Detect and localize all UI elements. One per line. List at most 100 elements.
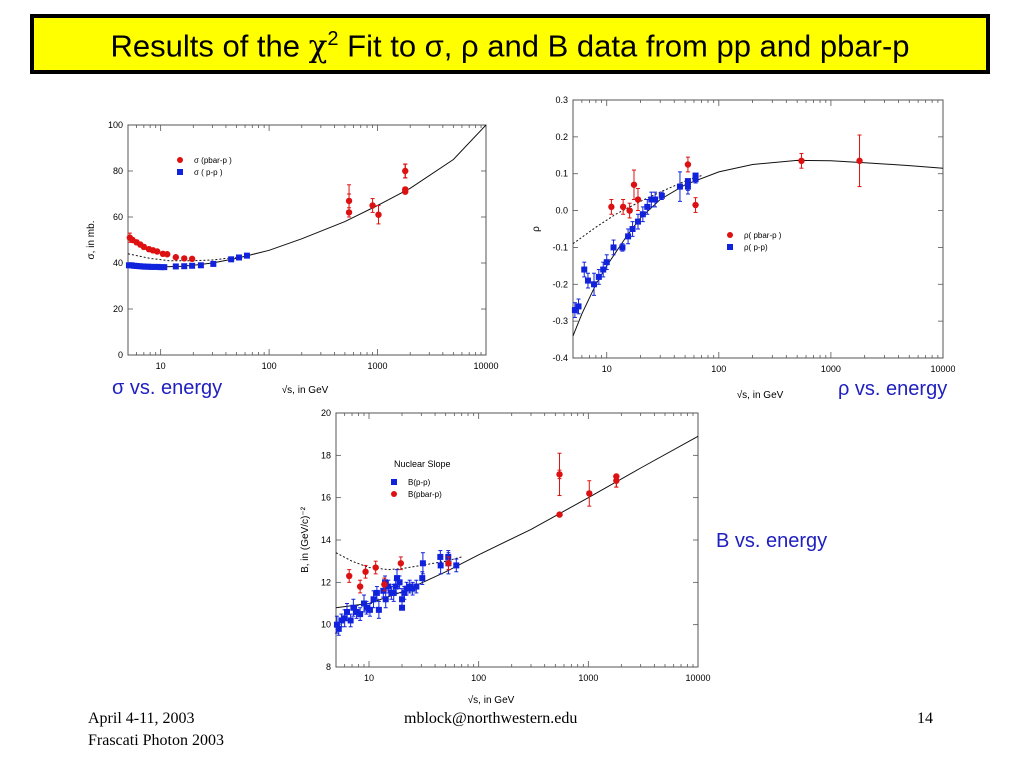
B-y-tick-label: 20: [321, 408, 331, 418]
B-x-axis-label: √s, in GeV: [468, 694, 515, 706]
B-point-p-p: [347, 617, 354, 624]
rho-chart-panel: 10 100 1000 10000 -0.4 -0.3 -0.2 -0.1 0.0 0.1 0.2 0…: [525, 88, 955, 401]
B-point-pbar-p: [397, 560, 405, 567]
B-fit-curve-solid: [335, 435, 699, 609]
sigma-point-pbar-p: [140, 243, 148, 251]
B-point-p-p: [403, 585, 410, 592]
sigma-point-p-p: [189, 262, 196, 269]
sigma-legend-label: σ (pbar-p ): [194, 156, 232, 165]
sigma-x-tick-label: 10: [156, 361, 166, 371]
sigma-y-axis-label: σ, in mb.: [86, 221, 97, 260]
b-chart: 10 100 1000 10000 8 10 12 14 16 18 20 √s, in GeV B, …: [300, 408, 711, 706]
B-point-p-p: [333, 621, 340, 628]
B-point-p-p: [375, 606, 382, 613]
sigma-chart: 10 100 1000 10000 0 20 40 60 80 100 √s, in GeV σ, i…: [86, 120, 499, 395]
rho-point-p-p: [652, 196, 659, 203]
rho-y-tick-label: 0.1: [555, 169, 568, 179]
B-y-tick-label: 16: [321, 493, 331, 503]
B-point-p-p: [338, 617, 345, 624]
rho-y-tick-label: -0.4: [552, 353, 568, 363]
B-point-pbar-p: [356, 583, 364, 590]
rho-point-p-p: [684, 178, 691, 185]
sigma-y-tick-label: 80: [113, 166, 123, 176]
title-part1: Results of the: [110, 28, 309, 64]
B-point-p-p: [409, 585, 416, 592]
rho-x-tick-label: 1000: [821, 364, 841, 374]
sigma-y-tick-label: 60: [113, 212, 123, 222]
rho-x-tick-label: 10: [602, 364, 612, 374]
B-point-p-p: [385, 583, 392, 590]
caption-rho: ρ vs. energy: [838, 378, 948, 400]
rho-point-pbar-p: [619, 203, 627, 211]
rho-y-tick-label: -0.1: [552, 242, 568, 252]
sigma-legend-marker: [177, 157, 183, 163]
B-y-tick-label: 18: [321, 450, 331, 460]
rho-x-axis-label: √s, in GeV: [737, 389, 784, 401]
B-point-p-p: [394, 575, 401, 582]
B-point-p-p: [390, 589, 397, 596]
B-x-tick-label: 1000: [578, 673, 598, 683]
sigma-point-pbar-p: [181, 255, 188, 262]
B-y-axis-label: B, in (GeV/c)⁻²: [300, 506, 311, 573]
rho-point-p-p: [658, 192, 665, 199]
rho-y-tick-label: 0.2: [555, 132, 568, 142]
footer-date: April 4-11, 2003: [88, 710, 195, 727]
B-point-p-p: [370, 596, 377, 603]
rho-point-p-p: [629, 226, 636, 232]
B-point-p-p: [437, 553, 444, 560]
rho-point-pbar-p: [630, 181, 638, 188]
sigma-point-p-p: [236, 254, 243, 261]
B-point-p-p: [399, 596, 406, 603]
B-legend-label: B(p-p): [408, 478, 431, 487]
rho-point-pbar-p: [856, 157, 863, 165]
B-legend-marker: [391, 479, 397, 485]
rho-point-pbar-p: [626, 207, 633, 214]
B-x-tick-label: 100: [471, 673, 486, 683]
sigma-point-p-p: [243, 252, 250, 259]
rho-point-pbar-p: [634, 196, 642, 203]
sigma-point-pbar-p: [369, 202, 376, 209]
rho-point-pbar-p: [798, 157, 805, 165]
B-point-pbar-p: [381, 581, 388, 588]
sigma-point-pbar-p: [345, 197, 353, 205]
rho-plot-frame: [572, 99, 944, 359]
sigma-fit-curve-solid: [127, 124, 487, 268]
B-point-pbar-p: [372, 564, 379, 571]
sigma-y-tick-label: 20: [113, 304, 123, 314]
B-point-p-p: [341, 615, 348, 622]
rho-y-axis-label: ρ: [531, 226, 542, 232]
sigma-point-p-p: [172, 263, 179, 270]
title-chi: χ: [308, 28, 328, 65]
sigma-x-tick-label: 10000: [473, 361, 498, 371]
B-point-pbar-p: [362, 568, 369, 575]
footer-conference: Frascati Photon 2003: [88, 732, 224, 749]
rho-point-p-p: [600, 266, 607, 273]
rho-chart: 10 100 1000 10000 -0.4 -0.3 -0.2 -0.1 0.0 0.1 0.2 0…: [531, 95, 955, 401]
sigma-y-tick-label: 40: [113, 258, 123, 268]
title-sup: 2: [327, 28, 339, 50]
sigma-x-tick-label: 100: [262, 361, 277, 371]
rho-point-p-p: [603, 259, 610, 266]
sigma-point-p-p: [151, 263, 158, 270]
B-x-tick-label: 10: [364, 673, 374, 683]
B-point-p-p: [344, 608, 351, 615]
rho-legend-marker: [727, 232, 733, 238]
rho-point-pbar-p: [684, 161, 692, 168]
rho-point-p-p: [591, 281, 598, 288]
rho-point-p-p: [571, 307, 578, 314]
rho-point-p-p: [644, 203, 651, 210]
sigma-y-tick-label: 0: [118, 350, 123, 360]
rho-point-p-p: [676, 183, 683, 190]
caption-b: B vs. energy: [716, 530, 828, 552]
B-chart-title: Nuclear Slope: [394, 459, 451, 469]
sigma-legend-label: σ ( p-p ): [194, 168, 223, 177]
B-point-p-p: [382, 596, 389, 603]
sigma-y-tick-label: 100: [108, 120, 123, 130]
sigma-point-p-p: [148, 263, 155, 270]
sigma-point-pbar-p: [402, 167, 409, 175]
sigma-point-p-p: [197, 262, 204, 269]
rho-point-p-p: [575, 303, 582, 310]
B-point-pbar-p: [586, 490, 593, 497]
sigma-point-pbar-p: [345, 209, 353, 216]
sigma-point-pbar-p: [375, 211, 382, 218]
